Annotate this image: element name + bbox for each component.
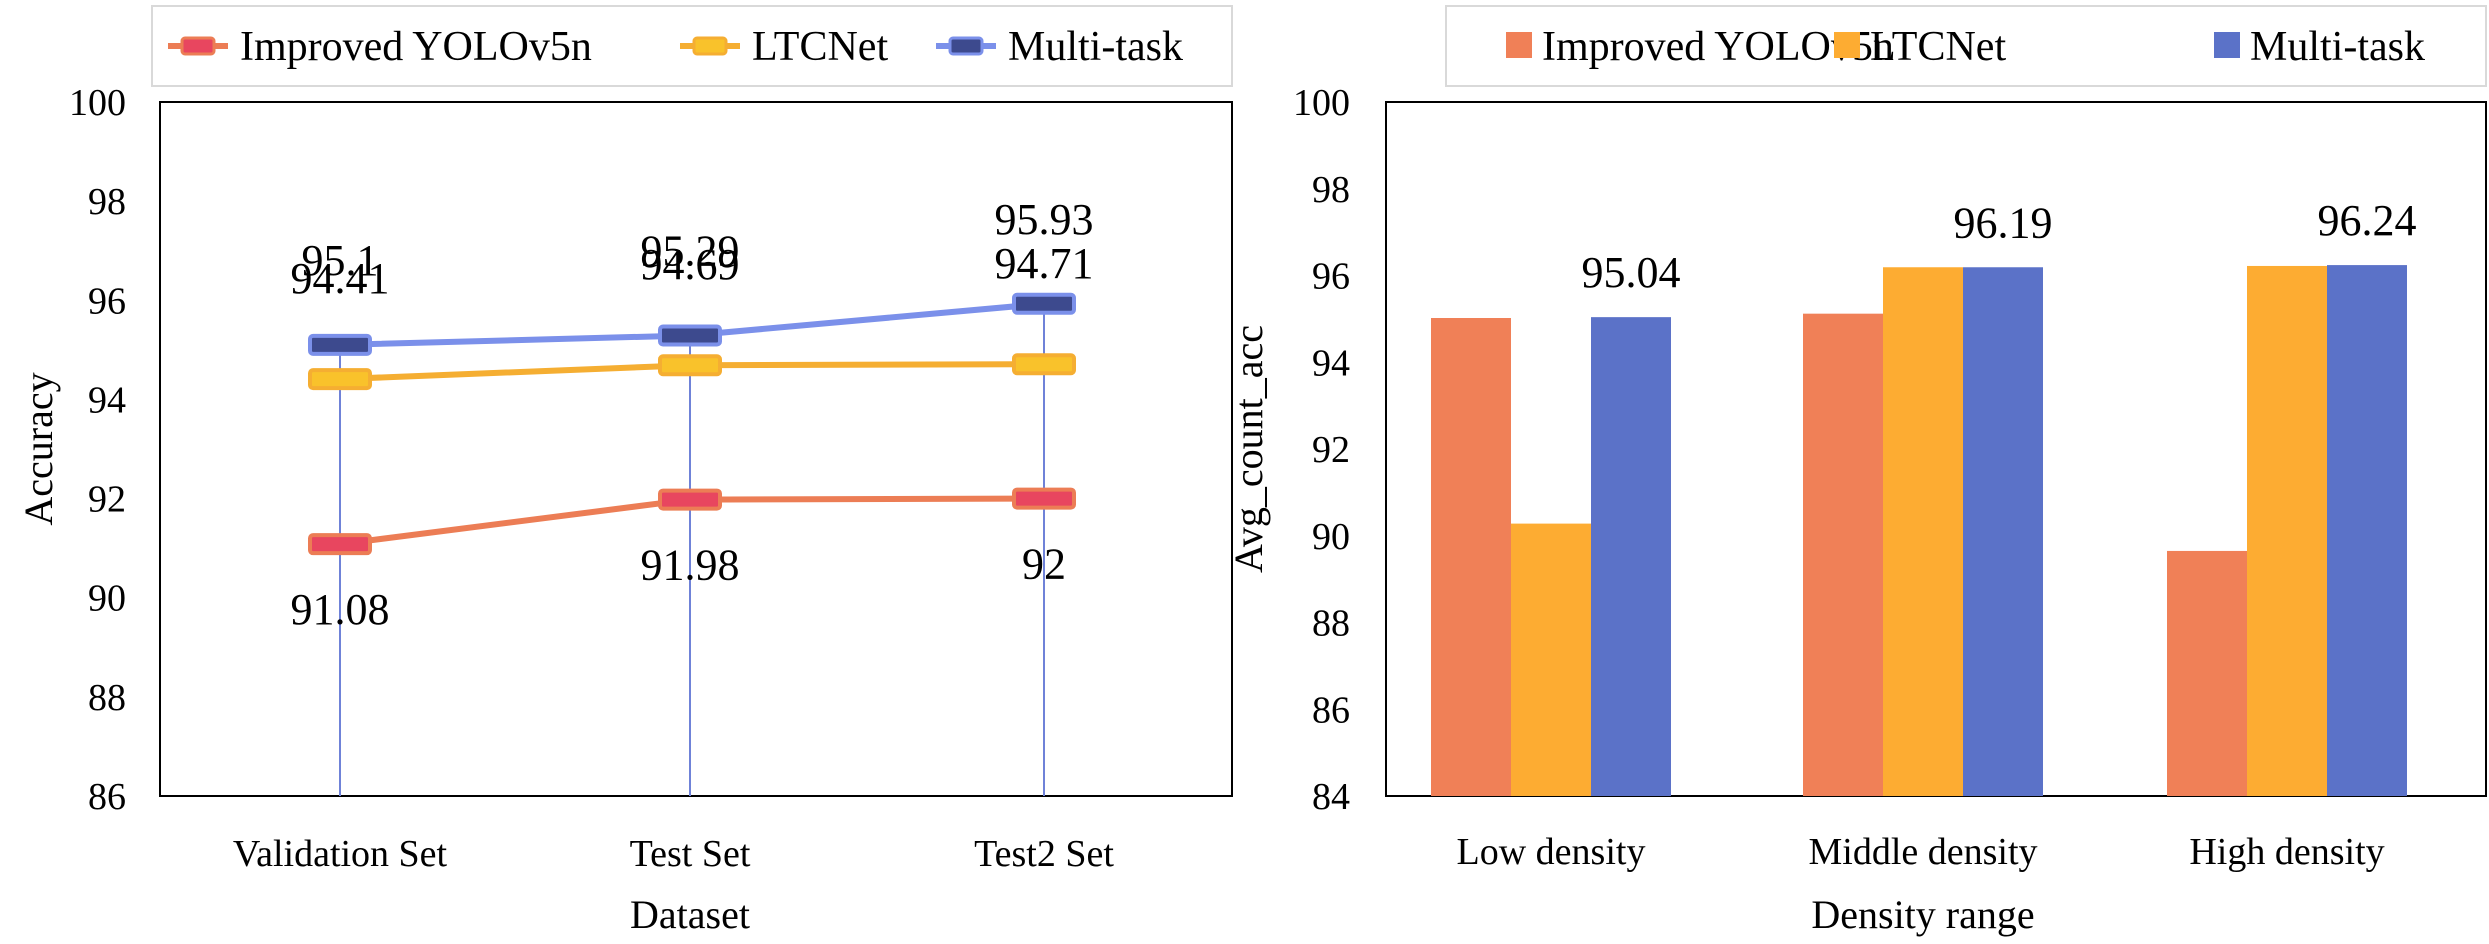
- bar: [2167, 550, 2247, 796]
- bar: [1511, 523, 1591, 796]
- series-marker: [1012, 487, 1076, 510]
- bar-y-tick-label: 88: [1312, 603, 1350, 645]
- legend-label: Improved YOLOv5n: [240, 24, 592, 70]
- bar: [1803, 313, 1883, 796]
- bar-data-label: 95.04: [1582, 248, 1681, 297]
- line-plot-frame: [159, 101, 1233, 797]
- series-marker: [308, 368, 372, 391]
- line-y-tick-label: 90: [88, 578, 126, 620]
- line-y-tick-label: 86: [88, 776, 126, 818]
- bar-y-tick-label: 100: [1293, 82, 1350, 124]
- line-x-ticks: Validation Set Test Set Test2 Set: [233, 833, 1114, 875]
- bar: [1591, 317, 1671, 796]
- series-marker: [308, 533, 372, 556]
- bar: [1431, 318, 1511, 796]
- bar-data-label: 96.24: [2318, 196, 2417, 245]
- bar-x-tick-label: High density: [2189, 831, 2384, 873]
- line-chart: Improved YOLOv5n LTCNet Multi-task 86 88 90 9…: [16, 5, 1233, 937]
- bar-y-tick-label: 94: [1312, 342, 1350, 384]
- legend-marker-icon: [692, 36, 728, 56]
- legend-label: Multi-task: [2250, 24, 2425, 70]
- series-marker: [658, 354, 722, 377]
- line-x-tick-label: Test Set: [630, 833, 751, 875]
- bar-x-tick-label: Middle density: [1808, 831, 2037, 873]
- line-data-label: 94.71: [995, 239, 1094, 288]
- line-data-label: 91.08: [291, 585, 390, 634]
- bar-y-tick-label: 92: [1312, 429, 1350, 471]
- series-marker: [1012, 292, 1076, 315]
- line-series: [308, 292, 1076, 556]
- bar: [1963, 267, 2043, 796]
- line-y-tick-label: 94: [88, 379, 126, 421]
- bar-data-labels: 95.04 96.19 96.24: [1582, 196, 2417, 297]
- bar-y-tick-label: 86: [1312, 689, 1350, 731]
- series-marker: [658, 488, 722, 511]
- line-x-tick-label: Validation Set: [233, 833, 448, 875]
- line-y-ticks: 86 88 90 92 94 96 98 100: [69, 82, 126, 818]
- line-data-label: 92: [1022, 540, 1066, 589]
- line-drop-lines: [339, 303, 1045, 796]
- line-data-label: 95.29: [641, 226, 740, 275]
- bar-y-axis-title: Avg_count_acc: [1226, 325, 1271, 573]
- line-data-label: 95.1: [302, 236, 379, 285]
- series-marker: [1012, 353, 1076, 376]
- line-data-label: 94.41: [291, 254, 390, 303]
- bar-x-ticks: Low density Middle density High density: [1457, 831, 2385, 873]
- legend-swatch-icon: [1834, 32, 1860, 58]
- line-data-label: 94.69: [641, 240, 740, 289]
- line-legend: Improved YOLOv5n LTCNet Multi-task: [168, 24, 1183, 70]
- legend-label: LTCNet: [752, 24, 888, 70]
- bar-x-axis-title: Density range: [1811, 892, 2034, 937]
- bar: [1883, 267, 1963, 796]
- bar-y-tick-label: 90: [1312, 516, 1350, 558]
- line-data-label: 91.98: [641, 541, 740, 590]
- bar: [2327, 265, 2407, 797]
- bar-bars: [1431, 265, 2407, 797]
- line-y-axis-title: Accuracy: [16, 372, 61, 525]
- bar-legend-box: [1445, 5, 2487, 87]
- bar-y-tick-label: 96: [1312, 256, 1350, 298]
- legend-label: Multi-task: [1008, 24, 1183, 70]
- legend-marker-icon: [180, 36, 216, 56]
- bar-data-label: 96.19: [1954, 198, 2053, 247]
- bar-y-ticks: 84 86 88 90 92 94 96 98 100: [1293, 82, 1350, 818]
- line-data-labels: 91.08 91.98 92 94.41 94.69 94.71 95.1 95.29 95.9…: [291, 195, 1094, 634]
- bar-y-tick-label: 98: [1312, 169, 1350, 211]
- bar-y-tick-label: 84: [1312, 776, 1350, 818]
- legend-marker-icon: [948, 36, 984, 56]
- line-data-label: 95.93: [995, 195, 1094, 244]
- line-x-tick-label: Test2 Set: [974, 833, 1114, 875]
- bar-x-tick-label: Low density: [1457, 831, 1646, 873]
- series-marker: [658, 324, 722, 347]
- legend-label: LTCNet: [1870, 24, 2006, 70]
- line-y-tick-label: 92: [88, 479, 126, 521]
- line-y-tick-label: 100: [69, 82, 126, 124]
- legend-swatch-icon: [1506, 32, 1532, 58]
- line-x-axis-title: Dataset: [630, 892, 750, 937]
- line-y-tick-label: 88: [88, 677, 126, 719]
- line-y-tick-label: 96: [88, 280, 126, 322]
- line-y-tick-label: 98: [88, 181, 126, 223]
- bar: [2247, 265, 2327, 796]
- legend-swatch-icon: [2214, 32, 2240, 58]
- series-marker: [308, 333, 372, 356]
